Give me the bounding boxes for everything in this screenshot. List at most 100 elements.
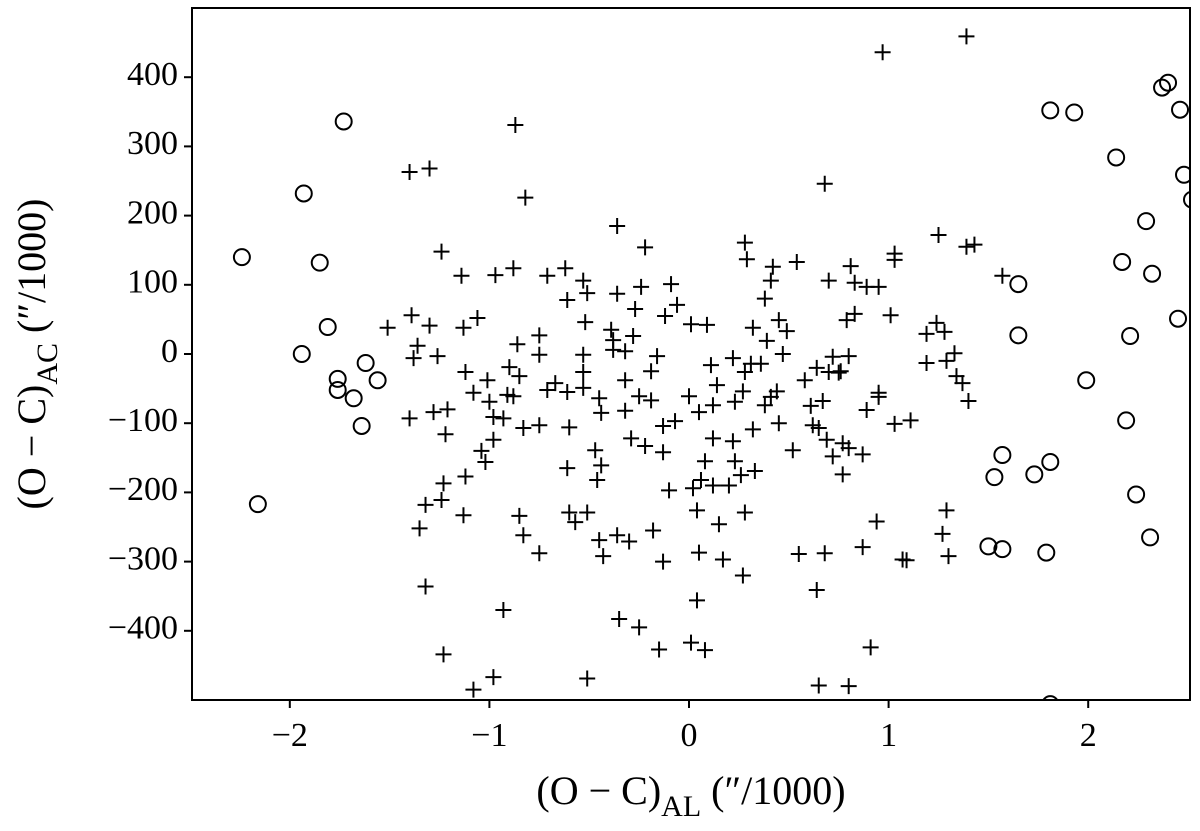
point-plus bbox=[796, 372, 813, 389]
point-plus bbox=[379, 319, 396, 336]
point-plus bbox=[758, 332, 775, 349]
point-circle bbox=[318, 318, 337, 337]
point-plus bbox=[940, 548, 957, 565]
point-plus bbox=[774, 346, 791, 362]
point-circle bbox=[1041, 101, 1060, 120]
point-circle bbox=[1117, 411, 1136, 430]
point-plus bbox=[690, 404, 707, 421]
point-plus bbox=[886, 251, 903, 268]
point-plus bbox=[655, 444, 672, 461]
point-plus bbox=[696, 453, 713, 470]
point-plus bbox=[938, 352, 955, 369]
point-plus bbox=[814, 393, 831, 410]
point-plus bbox=[643, 363, 660, 380]
point-plus bbox=[868, 513, 885, 530]
point-circle bbox=[1169, 309, 1188, 328]
point-plus bbox=[559, 460, 576, 477]
point-plus bbox=[894, 551, 911, 568]
point-plus bbox=[623, 430, 640, 447]
point-circle bbox=[1113, 252, 1132, 271]
point-circle bbox=[294, 184, 313, 203]
point-plus bbox=[477, 453, 494, 470]
point-plus bbox=[621, 533, 638, 550]
point-plus bbox=[744, 421, 761, 438]
point-plus bbox=[421, 160, 438, 177]
point-plus bbox=[688, 502, 705, 519]
point-circle bbox=[328, 369, 347, 388]
point-plus bbox=[752, 355, 769, 372]
point-plus bbox=[886, 415, 903, 432]
point-plus bbox=[417, 496, 434, 513]
point-plus bbox=[637, 239, 654, 256]
point-plus bbox=[593, 457, 610, 474]
point-plus bbox=[930, 226, 947, 243]
point-plus bbox=[495, 410, 512, 427]
point-plus bbox=[465, 384, 482, 401]
point-circle bbox=[1175, 165, 1190, 184]
point-plus bbox=[816, 175, 833, 192]
y-tick-label: 300 bbox=[127, 125, 178, 162]
point-circle bbox=[1009, 275, 1028, 294]
point-plus bbox=[579, 670, 596, 687]
point-plus bbox=[567, 514, 584, 531]
point-plus bbox=[433, 243, 450, 260]
point-plus bbox=[457, 468, 474, 485]
point-plus bbox=[649, 348, 666, 365]
point-circle bbox=[993, 446, 1012, 465]
point-plus bbox=[439, 401, 456, 418]
point-plus bbox=[575, 379, 592, 396]
point-plus bbox=[605, 341, 622, 358]
point-plus bbox=[994, 267, 1011, 284]
point-plus bbox=[696, 642, 713, 659]
point-circle bbox=[1041, 452, 1060, 471]
point-plus bbox=[698, 316, 715, 333]
point-plus bbox=[559, 384, 576, 401]
point-plus bbox=[736, 504, 753, 521]
point-plus bbox=[756, 290, 773, 307]
point-plus bbox=[661, 482, 678, 499]
point-circle bbox=[328, 380, 347, 399]
point-plus bbox=[411, 520, 428, 537]
point-plus bbox=[669, 296, 686, 313]
point-circle bbox=[1077, 371, 1096, 390]
point-plus bbox=[511, 507, 528, 524]
point-plus bbox=[539, 381, 556, 398]
point-plus bbox=[746, 462, 763, 479]
point-plus bbox=[547, 375, 564, 392]
point-plus bbox=[531, 545, 548, 562]
point-plus bbox=[934, 525, 951, 542]
point-plus bbox=[736, 234, 753, 251]
point-plus bbox=[960, 393, 977, 410]
point-circle bbox=[334, 112, 353, 131]
point-plus bbox=[455, 507, 472, 524]
point-plus bbox=[455, 319, 472, 336]
point-circle bbox=[1141, 528, 1160, 547]
point-plus bbox=[778, 323, 795, 340]
point-plus bbox=[726, 453, 743, 470]
point-plus bbox=[854, 446, 871, 463]
point-plus bbox=[505, 260, 522, 277]
point-plus bbox=[854, 539, 871, 556]
point-plus bbox=[417, 578, 434, 595]
plot-frame bbox=[191, 7, 1191, 701]
point-plus bbox=[692, 471, 709, 488]
point-circle bbox=[1127, 485, 1146, 504]
point-plus bbox=[714, 551, 731, 568]
point-plus bbox=[603, 321, 620, 338]
point-plus bbox=[495, 602, 512, 619]
point-plus bbox=[577, 314, 594, 331]
y-axis-label: (O − C)AC (″/1000) bbox=[9, 199, 64, 510]
point-plus bbox=[918, 325, 935, 342]
point-plus bbox=[609, 285, 626, 302]
point-plus bbox=[681, 388, 698, 405]
point-plus bbox=[485, 669, 502, 686]
point-plus bbox=[756, 397, 773, 414]
point-plus bbox=[704, 397, 721, 414]
point-plus bbox=[708, 377, 725, 394]
point-plus bbox=[589, 471, 606, 488]
point-plus bbox=[824, 448, 841, 465]
point-plus bbox=[688, 592, 705, 609]
point-plus bbox=[579, 504, 596, 521]
point-circle bbox=[1153, 78, 1172, 97]
